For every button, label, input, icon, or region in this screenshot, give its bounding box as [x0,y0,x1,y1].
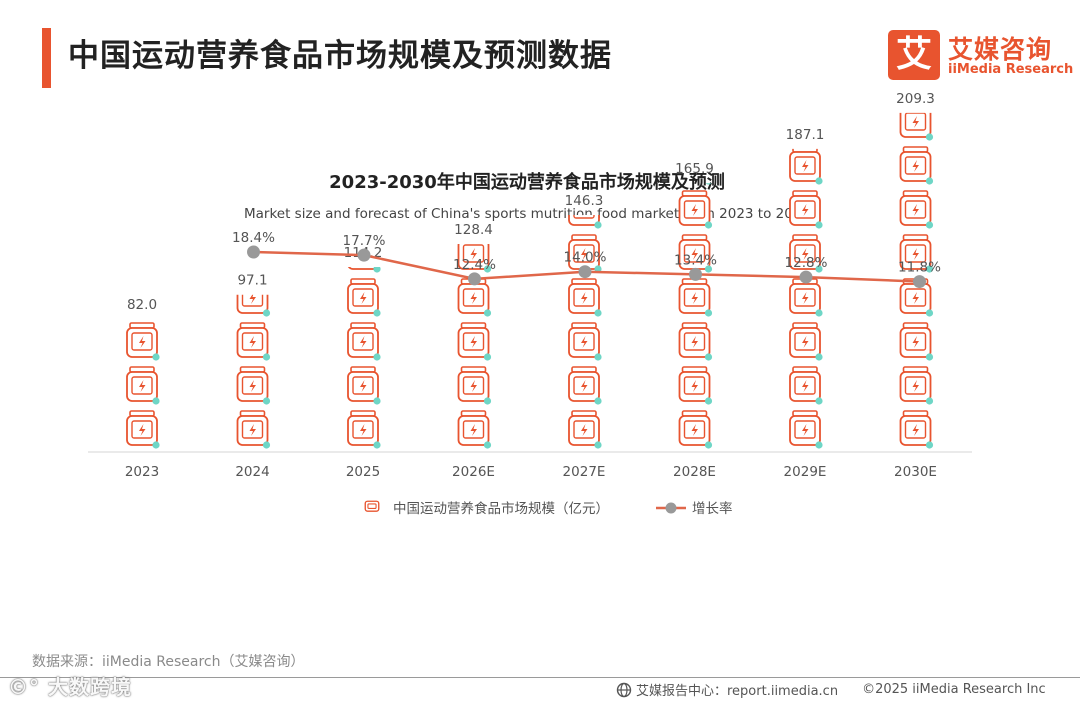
logo-chinese-name: 艾媒咨询 [948,35,1053,64]
jar-icon [347,322,382,362]
bar-2028E [678,183,713,450]
logo-mark: 艾 [888,30,940,80]
growth-rate-label: 11.8% [898,260,941,276]
x-axis-labels: 2023 2024 2025 2026E 2027E 2028E 2029E 2030E [125,464,937,480]
growth-rate-point [578,265,592,279]
jar-icon [678,278,713,318]
jar-icon [568,278,603,318]
jar-icon [568,366,603,406]
logo-english-name: iiMedia Research [948,62,1074,77]
jar-icon [236,322,272,362]
x-tick-label: 2024 [235,464,269,480]
jar-icon [126,366,161,406]
jar-icon [678,190,713,230]
chart-title: 2023-2030年中国运动营养食品市场规模及预测 [329,171,725,193]
growth-rate-label: 13.4% [674,252,717,268]
jar-icon [789,322,824,362]
growth-rate-label: 12.4% [453,257,496,273]
jar-icon [236,410,272,450]
growth-rate-label: 12.8% [785,255,828,271]
globe-icon [616,682,632,697]
jar-icon [347,410,382,450]
growth-rate-point [913,275,926,289]
bar-2024 [236,294,272,450]
jar-icon [678,366,713,406]
legend: 中国运动营养食品市场规模（亿元） 增长率 [364,500,733,517]
growth-rate-point [799,270,813,284]
jar-icon [347,366,382,406]
jar-icon [789,366,824,406]
x-tick-label: 2028E [673,464,716,480]
bar-2025 [347,266,382,450]
bar-2027E [568,214,603,450]
watermark: ©° 大数跨境 [8,675,132,699]
title-accent-bar [42,28,51,88]
bar-value-label: 146.3 [565,193,604,209]
data-source: 数据来源：iiMedia Research（艾媒咨询） [32,654,305,670]
jar-icon [347,278,382,318]
growth-rate-label: 17.7% [343,233,386,249]
x-tick-label: 2029E [784,464,827,480]
growth-rate-point [247,245,260,259]
chart-subtitle: Market size and forecast of China's spor… [244,206,810,222]
legend-growth-rate-label: 增长率 [692,500,733,517]
copyright: ©2025 iiMedia Research Inc [862,682,1046,697]
jar-icon [789,410,824,450]
jar-icon [457,410,493,450]
x-tick-label: 2027E [563,464,606,480]
market-size-chart: 2023-2030年中国运动营养食品市场规模及预测 Market size an… [88,91,972,517]
jar-icon [236,366,272,406]
jar-icon [899,322,934,362]
legend-market-size-label: 中国运动营养食品市场规模（亿元） [393,500,609,517]
bar-value-label: 187.1 [786,127,825,143]
jar-icon [899,146,934,186]
jar-icon [899,366,934,406]
iimedia-logo: 艾 艾媒咨询 iiMedia Research [888,30,1073,82]
jar-icon [899,410,934,450]
jar-icon [126,410,161,450]
jar-icon [899,112,934,142]
bar-2029E [789,148,824,450]
legend-growth-marker [665,502,677,514]
jar-icon [457,322,493,362]
jar-icon [789,148,824,186]
report-center-link[interactable]: 艾媒报告中心：report.iimedia.cn [636,684,839,699]
jar-icon [789,190,824,230]
growth-rate-label: 18.4% [232,230,275,246]
x-tick-label: 2025 [346,464,380,480]
legend-jar-icon [364,500,380,512]
growth-rate-line-layer: 18.4% 17.7% 12.4% 14.0% 13.4% 12.8% 11.8% [232,230,941,289]
jar-icon [457,366,493,406]
growth-rate-point [357,248,371,262]
growth-rate-label: 14.0% [564,250,607,266]
footer-divider [0,677,1080,678]
jar-icon [789,278,824,318]
jar-icon [678,322,713,362]
jar-icon [568,322,603,362]
bar-value-label: 128.4 [454,222,493,238]
jar-icon [126,322,161,362]
footer-info: 艾媒报告中心：report.iimedia.cn ©2025 iiMedia R… [616,680,1046,699]
bar-value-label: 209.3 [896,91,935,107]
jar-icon [899,190,934,230]
x-tick-label: 2023 [125,464,159,480]
page-title: 中国运动营养食品市场规模及预测数据 [68,38,612,74]
x-tick-label: 2030E [894,464,937,480]
jar-icon [568,410,603,450]
bar-value-label: 165.9 [675,161,714,177]
growth-rate-point [468,272,481,286]
jar-icon [678,410,713,450]
x-tick-label: 2026E [452,464,495,480]
growth-rate-point [689,267,702,281]
bar-value-label: 82.0 [127,297,157,313]
bar-value-label: 97.1 [237,273,267,289]
